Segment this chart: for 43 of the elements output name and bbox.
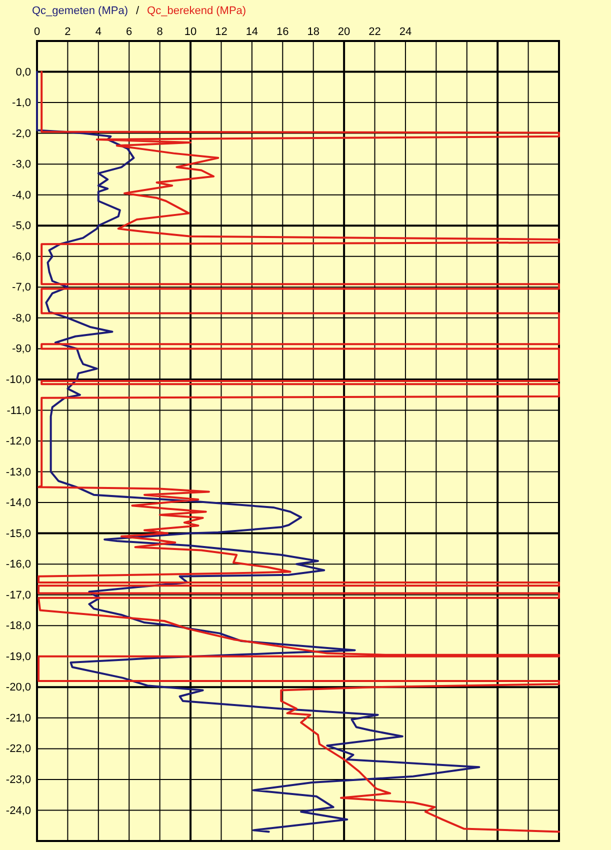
x-tick-label: 20	[338, 26, 350, 38]
x-tick-label: 22	[368, 26, 381, 38]
y-tick-label: -23,0	[6, 774, 31, 786]
y-tick-label: -12,0	[6, 436, 31, 448]
x-tick-label: 6	[126, 26, 132, 38]
text: /	[136, 5, 140, 17]
x-tick-label: 8	[156, 26, 163, 38]
y-tick-label: -19,0	[6, 650, 31, 663]
y-tick-label: -5,0	[12, 220, 31, 232]
y-tick-label: -16,0	[6, 558, 31, 571]
y-tick-label: -22,0	[6, 743, 31, 756]
y-tick-label: -7,0	[12, 282, 31, 294]
y-tick-label: -17,0	[6, 589, 31, 602]
x-tick-label: 18	[307, 26, 320, 38]
x-tick-label: 0	[34, 26, 40, 38]
x-tick-label: 10	[184, 26, 197, 38]
y-tick-label: 0,0	[16, 66, 31, 78]
y-tick-label: -8,0	[12, 312, 31, 324]
y-tick-label: -20,0	[6, 682, 31, 694]
y-tick-label: -15,0	[6, 528, 31, 540]
x-tick-label: 16	[276, 26, 289, 38]
y-tick-label: -10,0	[6, 374, 31, 386]
y-tick-label: -1,0	[12, 97, 31, 110]
y-tick-label: -9,0	[12, 343, 31, 356]
x-tick-label: 24	[399, 26, 412, 38]
text: Qc_berekend (MPa)	[147, 5, 246, 17]
y-tick-label: -18,0	[6, 620, 31, 632]
y-tick-label: -24,0	[6, 804, 31, 817]
line-series	[36, 70, 480, 833]
y-tick-label: -13,0	[6, 466, 31, 478]
text: Qc_gemeten (MPa)	[32, 5, 128, 17]
y-tick-label: -6,0	[12, 250, 31, 263]
y-tick-label: -2,0	[12, 128, 31, 140]
x-tick-label: 12	[215, 26, 228, 38]
y-tick-label: -21,0	[6, 712, 31, 724]
x-tick-label: 14	[246, 26, 258, 38]
y-tick-label: -3,0	[12, 158, 31, 171]
y-tick-label: -11,0	[6, 404, 31, 417]
line-series	[38, 70, 560, 833]
y-tick-label: -14,0	[6, 497, 31, 510]
x-tick-label: 2	[64, 26, 71, 38]
x-tick-label: 4	[95, 26, 102, 38]
y-tick-label: -4,0	[12, 189, 31, 202]
